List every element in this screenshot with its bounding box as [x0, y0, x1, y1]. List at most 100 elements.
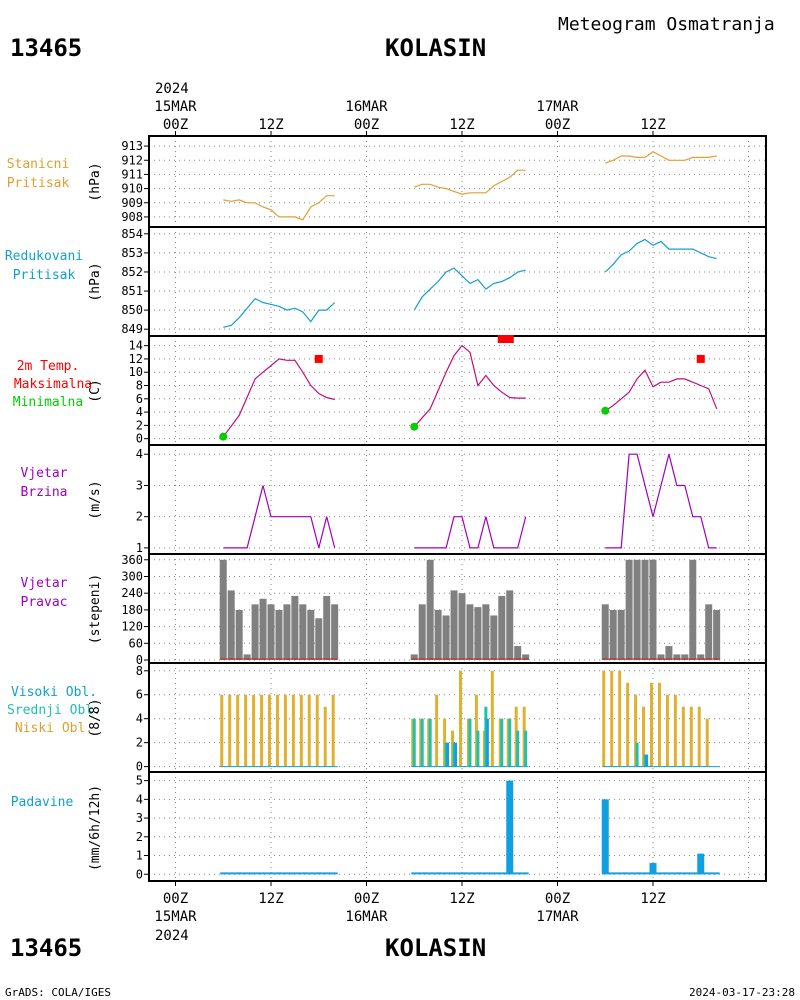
label-station-pressure-2: Pritisak — [7, 176, 70, 191]
cloud-low-bar — [665, 694, 669, 767]
y-tick-label: 0 — [136, 432, 143, 446]
wind-direction-bar — [609, 609, 617, 660]
date-label-top: 15MAR — [154, 99, 197, 115]
wind-direction-bar — [323, 595, 331, 660]
y-tick-label: 852 — [121, 265, 143, 279]
y-tick-label: 0 — [136, 760, 143, 774]
precip-bar — [649, 863, 657, 875]
y-tick-label: 14 — [129, 339, 143, 353]
wind-direction-bar — [689, 559, 697, 660]
cloud-mid-bar — [516, 730, 520, 767]
cloud-mid-bar — [508, 718, 512, 767]
x-tick-label-bottom: 00Z — [354, 891, 379, 907]
unit-station-pressure: (hPa) — [88, 162, 103, 201]
wind-direction-bar — [219, 559, 227, 660]
wind-direction-bar — [625, 559, 633, 660]
panel-frame — [148, 444, 767, 555]
label-reduced-pressure-1: Redukovani — [5, 249, 83, 264]
wind-direction-bar — [291, 595, 299, 660]
wind-direction-bar — [442, 615, 450, 660]
label-wind-speed-1: Vjetar — [21, 466, 68, 481]
cloud-low-bar — [697, 706, 701, 767]
x-tick-label-bottom: 12Z — [449, 891, 474, 907]
y-tick-label: 854 — [121, 227, 143, 241]
y-tick-label: 3 — [136, 478, 143, 492]
wind-direction-bar — [331, 604, 339, 660]
unit-wind-speed: (m/s) — [88, 480, 103, 519]
cloud-low-bar — [236, 694, 240, 767]
station-id-top: 13465 — [10, 34, 82, 62]
cloud-mid-bar — [468, 718, 472, 767]
y-tick-label: 3 — [136, 811, 143, 825]
wind-direction-bar — [458, 593, 466, 660]
date-label-bottom: 17MAR — [536, 909, 579, 925]
cloud-low-bar — [252, 694, 256, 767]
max-temp-marker — [497, 335, 514, 343]
cloud-low-bar — [602, 670, 606, 767]
min-temp-marker — [219, 432, 228, 441]
y-tick-label: 2 — [136, 510, 143, 524]
wind-direction-bar — [410, 654, 418, 660]
footer-credit: GrADS: COLA/IGES — [5, 986, 111, 999]
cloud-low-bar — [315, 694, 319, 767]
cloud-low-bar — [673, 694, 677, 767]
date-label-bottom: 16MAR — [345, 909, 388, 925]
y-tick-label: 1 — [136, 541, 143, 555]
label-temp-1: 2m Temp. — [17, 359, 80, 374]
cloud-low-bar — [228, 694, 232, 767]
y-tick-label: 300 — [121, 569, 143, 583]
y-tick-label: 913 — [121, 139, 143, 153]
wind-direction-bar — [657, 654, 665, 660]
station-name-bottom: KOLASIN — [385, 934, 486, 962]
temperature-line — [604, 369, 718, 412]
cloud-low-bar — [610, 670, 614, 767]
y-tick-label: 909 — [121, 196, 143, 210]
wind-direction-bar — [673, 654, 681, 660]
label-temp-min: Minimalna — [13, 395, 83, 410]
wind-direction-bar — [498, 595, 506, 660]
y-tick-label: 1 — [136, 849, 143, 863]
cloud-low-bar — [626, 682, 630, 767]
label-temp-max: Maksimalna — [14, 377, 92, 392]
y-tick-label: 360 — [121, 553, 143, 567]
station-pressure-line — [605, 150, 717, 164]
wind-direction-bar — [434, 609, 442, 660]
wind-direction-bar — [665, 646, 673, 660]
cloud-low-bar — [657, 682, 661, 767]
cloud-high-bar — [454, 742, 458, 767]
wind-speed-line — [605, 453, 717, 549]
y-tick-label: 6 — [136, 392, 143, 406]
x-tick-label-bottom: 12Z — [258, 891, 283, 907]
panel-frame — [148, 135, 767, 228]
x-tick-label-bottom: 12Z — [640, 891, 665, 907]
unit-precip: (mm/6h/12h) — [88, 785, 103, 871]
y-tick-label: 851 — [121, 284, 143, 298]
y-tick-label: 4 — [136, 792, 143, 806]
unit-cloud: (8/8) — [88, 698, 103, 737]
panel-labels: Stanicni Pritisak Redukovani Pritisak 2m… — [5, 157, 101, 810]
wind-direction-bar — [649, 559, 657, 660]
cloud-mid-bar — [428, 718, 432, 767]
temperature-line — [222, 358, 335, 438]
panel-frame — [148, 771, 767, 882]
wind-direction-bar — [251, 604, 259, 660]
date-label-top: 16MAR — [345, 99, 388, 115]
x-tick-label-bottom: 00Z — [545, 891, 570, 907]
wind-direction-bar — [705, 604, 713, 660]
y-tick-label: 912 — [121, 153, 143, 167]
cloud-low-bar — [689, 706, 693, 767]
y-tick-label: 120 — [121, 620, 143, 634]
y-tick-label: 2 — [136, 736, 143, 750]
cloud-low-bar — [323, 706, 327, 767]
panel-frame — [148, 335, 767, 446]
cloud-low-bar — [490, 670, 494, 767]
x-tick-label-top: 12Z — [258, 117, 283, 133]
cloud-low-bar — [260, 694, 264, 767]
y-tick-label: 12 — [129, 352, 143, 366]
cloud-high-bar — [645, 754, 649, 767]
plot-layer: 9089099109119129138498508518528538540246… — [121, 99, 767, 925]
wind-direction-bar — [299, 604, 307, 660]
y-tick-label: 849 — [121, 322, 143, 336]
wind-direction-bar — [426, 559, 434, 660]
y-tick-label: 4 — [136, 405, 143, 419]
